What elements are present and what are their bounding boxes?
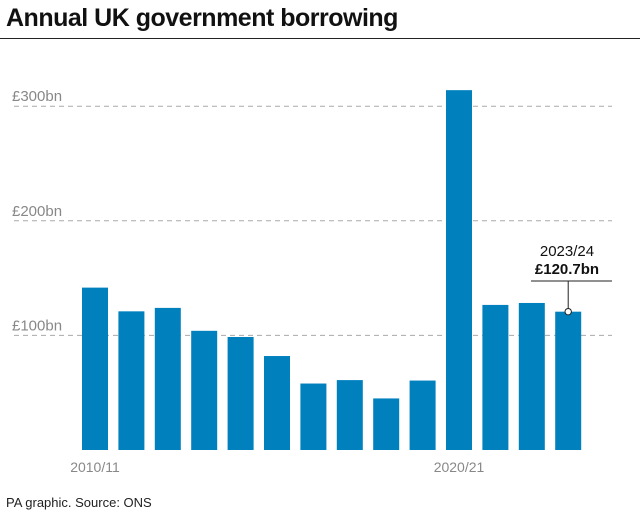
annotation-marker — [564, 307, 572, 316]
title-divider — [0, 38, 640, 39]
bar-2011-12 — [118, 311, 145, 450]
bar-2010-11 — [82, 287, 108, 450]
bar-2018-19 — [373, 398, 400, 450]
annotation-year: 2023/24 — [540, 243, 594, 260]
y-tick-label: £300bn — [12, 88, 62, 105]
y-tick-label: £200bn — [12, 203, 62, 220]
bar-2016-17 — [300, 383, 327, 450]
bar-2017-18 — [336, 380, 363, 450]
bar-2019-20 — [409, 380, 436, 450]
bar-2021-22 — [482, 304, 509, 450]
bar-2020-21 — [446, 90, 472, 450]
bar-2022-23 — [518, 302, 545, 450]
bar-2023-24 — [555, 311, 582, 450]
bar-2013-14 — [191, 330, 218, 450]
bar-2014-15 — [227, 337, 254, 450]
bar-2015-16 — [264, 356, 290, 450]
x-tick-label: 2020/21 — [434, 459, 485, 475]
bar-2012-13 — [154, 307, 181, 450]
annotation-value: £120.7bn — [535, 261, 599, 278]
source-note: PA graphic. Source: ONS — [6, 495, 152, 510]
x-tick-label: 2010/11 — [70, 459, 120, 475]
chart-title: Annual UK government borrowing — [6, 4, 398, 32]
y-tick-label: £100bn — [12, 317, 62, 334]
